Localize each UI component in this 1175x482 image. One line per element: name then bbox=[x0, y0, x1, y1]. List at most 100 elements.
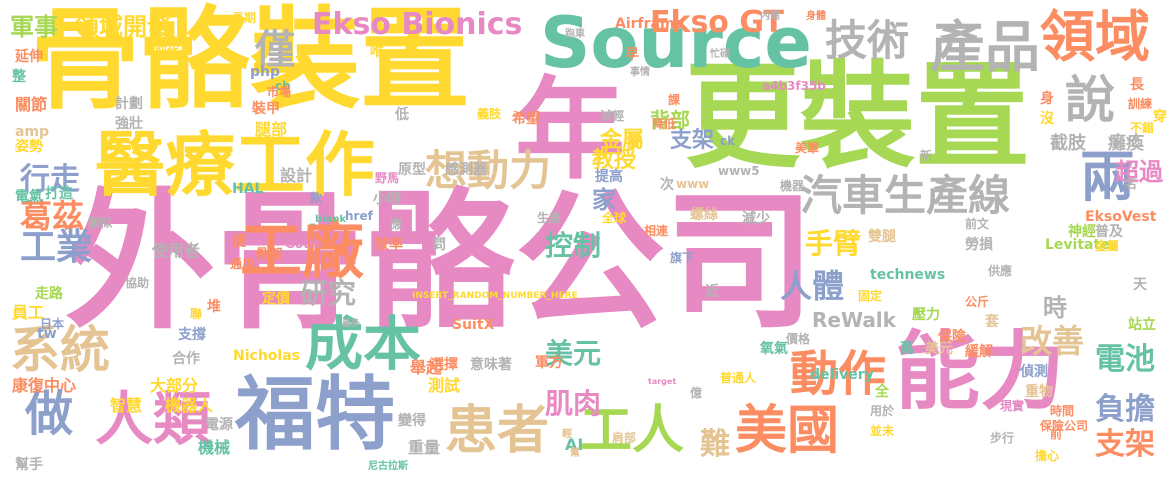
cloud-word: a4b3f35b bbox=[762, 79, 826, 93]
cloud-word: 技術 bbox=[825, 16, 910, 65]
cloud-word: 工人 bbox=[580, 401, 685, 461]
cloud-word: 骨骼裝置 bbox=[30, 0, 470, 124]
cloud-word: 義肢 bbox=[477, 107, 502, 121]
cloud-word: 骨架 bbox=[255, 247, 283, 263]
cloud-word: 新 bbox=[920, 149, 933, 163]
cloud-word: 長 bbox=[1130, 77, 1144, 93]
cloud-word: 打造 bbox=[45, 186, 73, 202]
cloud-word: 更裝置 bbox=[685, 50, 1031, 184]
cloud-word: 僅 bbox=[255, 27, 295, 73]
cloud-word: 負擔 bbox=[1095, 392, 1155, 427]
cloud-word: 選擇 bbox=[430, 357, 458, 373]
cloud-word: ck bbox=[720, 134, 736, 148]
cloud-word: 不錯 bbox=[1130, 121, 1155, 135]
cloud-word: 測試 bbox=[428, 376, 461, 395]
cloud-word: 背部 bbox=[650, 108, 690, 132]
cloud-word: 支架 bbox=[1095, 427, 1155, 462]
cloud-word: 電池 bbox=[1095, 342, 1155, 377]
cloud-word: php bbox=[250, 64, 281, 80]
cloud-word: Source bbox=[540, 2, 812, 84]
cloud-word: 次 bbox=[660, 177, 674, 193]
cloud-word: 降低 bbox=[652, 117, 677, 131]
cloud-word: 肩部 bbox=[612, 431, 637, 445]
cloud-word: delivery bbox=[810, 367, 874, 383]
cloud-word: 系統 bbox=[10, 321, 110, 379]
cloud-word: 美國 bbox=[735, 401, 840, 461]
cloud-word: 相連 bbox=[644, 224, 669, 238]
cloud-word: 尼古拉斯 bbox=[368, 461, 408, 472]
cloud-word: cb bbox=[275, 79, 291, 93]
cloud-word: 身 bbox=[1040, 91, 1054, 107]
cloud-word: www5 bbox=[718, 164, 760, 178]
cloud-word: 保險公司 bbox=[1040, 419, 1089, 433]
cloud-word: 應 bbox=[390, 217, 403, 231]
cloud-word: technews bbox=[870, 267, 946, 283]
cloud-word: target bbox=[648, 377, 677, 386]
cloud-word: 變得 bbox=[398, 413, 426, 429]
cloud-word: 兩 bbox=[1080, 145, 1136, 209]
cloud-word: 動作 bbox=[790, 346, 887, 402]
cloud-word: 固定 bbox=[858, 289, 883, 303]
cloud-word: 康復中心 bbox=[12, 376, 77, 395]
cloud-word: 說 bbox=[1065, 71, 1115, 129]
cloud-word: 神經 bbox=[1068, 224, 1096, 240]
cloud-word: 減少 bbox=[742, 211, 770, 227]
cloud-word: 研究 bbox=[300, 277, 357, 310]
cloud-word: 便 bbox=[232, 234, 246, 250]
cloud-word: 截肢 bbox=[1050, 133, 1086, 154]
cloud-word: 美元 bbox=[545, 337, 602, 370]
cloud-word: 生產 bbox=[537, 211, 562, 225]
cloud-word: 套 bbox=[985, 314, 999, 330]
cloud-word: Airframe bbox=[615, 16, 685, 32]
cloud-word: 員工 bbox=[12, 303, 45, 322]
cloud-word: 長期 bbox=[232, 11, 257, 25]
cloud-word: 做 bbox=[25, 386, 74, 442]
cloud-word: 款 bbox=[310, 191, 323, 205]
cloud-word: 氧氣 bbox=[760, 341, 788, 357]
cloud-word: 公斤 bbox=[965, 295, 990, 309]
cloud-word: 前 bbox=[1050, 427, 1063, 441]
cloud-word: 堆 bbox=[207, 299, 221, 315]
cloud-word: 癱瘓 bbox=[1108, 133, 1144, 154]
cloud-word: 領域開發 bbox=[75, 13, 171, 41]
cloud-word: 產品 bbox=[930, 15, 1041, 79]
cloud-word: 支撐 bbox=[178, 327, 206, 343]
cloud-word: 肌肉 bbox=[545, 387, 602, 420]
cloud-word: 市場 bbox=[267, 85, 292, 99]
cloud-word: 機械 bbox=[198, 438, 231, 457]
cloud-word: amp bbox=[15, 124, 50, 140]
cloud-word: 供應 bbox=[988, 264, 1013, 278]
cloud-word: 大部分 bbox=[150, 376, 199, 395]
cloud-word: 希望 bbox=[512, 111, 540, 127]
cloud-word: 家 bbox=[592, 186, 616, 214]
cloud-word: 減輕 bbox=[600, 109, 625, 123]
cloud-word: n bbox=[84, 236, 92, 247]
cloud-word: 最多 bbox=[342, 319, 361, 329]
cloud-word: 萬 bbox=[900, 341, 914, 357]
cloud-word: 年 bbox=[515, 66, 625, 194]
cloud-word: 聯 bbox=[190, 307, 203, 321]
cloud-word: 效率 bbox=[375, 237, 403, 253]
cloud-word: 低 bbox=[395, 107, 409, 123]
cloud-word: 天 bbox=[1133, 277, 1147, 293]
cloud-word: 整 bbox=[12, 69, 26, 85]
cloud-word: 訓練 bbox=[1128, 97, 1153, 111]
cloud-word: 超過 bbox=[1115, 158, 1163, 186]
cloud-word: 裝甲 bbox=[252, 101, 280, 117]
cloud-word: tw bbox=[37, 326, 57, 342]
cloud-word: 價格 bbox=[786, 332, 811, 346]
cloud-word: 唯一 bbox=[370, 44, 398, 60]
cloud-word: 偵測 bbox=[1020, 364, 1048, 380]
cloud-word: Nicholas bbox=[233, 348, 300, 364]
cloud-word: HAL bbox=[232, 181, 264, 197]
cloud-word: 小時 bbox=[373, 191, 401, 207]
cloud-word: 教授 bbox=[592, 148, 637, 173]
cloud-word: 重物 bbox=[1025, 384, 1053, 400]
cloud-word: 步行 bbox=[990, 431, 1015, 445]
cloud-word: 旗下 bbox=[670, 251, 695, 265]
cloud-word: 類似 bbox=[88, 216, 113, 230]
cloud-word: 外骨骼公司 bbox=[65, 176, 816, 350]
cloud-word: 時 bbox=[1043, 294, 1067, 322]
cloud-word: 前文 bbox=[965, 217, 990, 231]
cloud-word: 事情 bbox=[630, 67, 650, 78]
